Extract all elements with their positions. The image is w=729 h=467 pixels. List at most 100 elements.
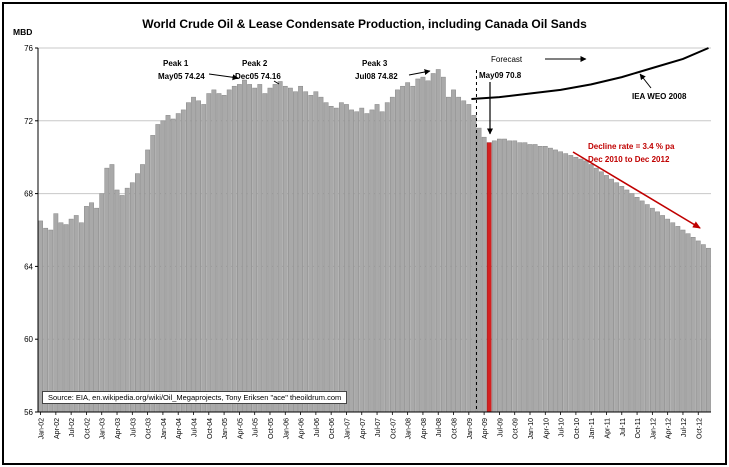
x-tick-label: Apr-04 [176, 418, 183, 439]
y-tick-label: 72 [24, 117, 33, 126]
bar [53, 213, 59, 413]
bar [655, 211, 660, 413]
bar [507, 140, 513, 413]
x-tick-label: Oct-04 [207, 418, 214, 439]
x-tick-label: Apr-02 [54, 418, 61, 439]
bar [277, 81, 283, 413]
peak1-label: Peak 1 [163, 59, 189, 68]
x-tick-label: Jul-06 [314, 418, 321, 437]
bar [695, 240, 701, 413]
bar [328, 105, 334, 413]
x-axis-labels: Jan-02 Apr-02 Jul-02 Oct-02 Jan-03 Apr-03 Jul-… [39, 412, 703, 440]
bar [124, 187, 130, 413]
bar [379, 111, 385, 413]
bar [262, 93, 268, 413]
bar [293, 91, 298, 413]
x-tick-label: Jul-05 [253, 418, 260, 437]
bar [405, 82, 411, 413]
bar [634, 196, 640, 413]
bar [43, 227, 49, 413]
bar [287, 87, 293, 413]
bar [389, 96, 395, 413]
bar [38, 220, 43, 413]
x-tick-label: Jul-08 [436, 418, 443, 437]
highlighted-bar-may09 [486, 142, 492, 413]
x-tick-label: Oct-08 [452, 418, 459, 439]
x-tick-label: Oct-06 [329, 418, 336, 439]
bar [649, 207, 655, 413]
bar [461, 100, 467, 413]
chart-title: World Crude Oil & Lease Condensate Produ… [142, 17, 587, 31]
x-tick-label: Jan-04 [161, 418, 168, 440]
bar [476, 127, 482, 413]
bar [175, 113, 181, 413]
bar [456, 96, 462, 413]
bar [201, 104, 207, 413]
bar [425, 80, 431, 413]
bar [226, 89, 232, 413]
x-tick-label: Apr-10 [543, 418, 550, 439]
y-tick-label: 64 [24, 262, 33, 271]
bar [364, 113, 370, 413]
bar [84, 206, 89, 413]
bar [573, 156, 579, 413]
bar [344, 104, 349, 413]
bar [282, 85, 288, 413]
peak2-pointer [273, 80, 280, 85]
bar [374, 104, 380, 413]
bar [247, 84, 252, 413]
bar [231, 85, 237, 413]
bar [502, 138, 507, 413]
y-tick-label: 56 [24, 408, 33, 417]
bar [89, 202, 94, 413]
y-tick-label: 68 [24, 190, 33, 199]
bar [114, 189, 120, 413]
bar [558, 151, 564, 413]
x-tick-label: Jan-02 [39, 418, 46, 440]
bar [206, 93, 212, 413]
bar [440, 76, 446, 413]
bar [298, 85, 303, 413]
x-tick-label: Apr-03 [115, 418, 122, 439]
x-tick-label: Oct-11 [635, 418, 642, 439]
x-tick-label: Oct-07 [390, 418, 397, 439]
bar [588, 164, 594, 413]
x-tick-label: Oct-09 [513, 418, 520, 439]
bar [211, 89, 217, 413]
x-tick-label: Oct-12 [696, 418, 703, 439]
bar [135, 173, 140, 413]
bar [236, 84, 242, 413]
x-tick-label: Jul-03 [130, 418, 137, 437]
x-tick-label: Oct-02 [84, 418, 91, 439]
bar [400, 85, 405, 413]
y-tick-label: 60 [24, 335, 33, 344]
bar [512, 140, 518, 413]
bar [68, 218, 74, 413]
bar [73, 215, 79, 413]
x-tick-label: Apr-07 [360, 418, 367, 439]
x-tick-label: Oct-03 [146, 418, 153, 439]
bar [323, 102, 329, 413]
x-tick-label: Apr-08 [421, 418, 428, 439]
bar [430, 73, 436, 413]
bar [119, 195, 125, 413]
bar [527, 144, 533, 413]
bar [94, 207, 100, 413]
bar [466, 104, 472, 413]
bar [318, 96, 324, 413]
x-tick-label: Jan-06 [283, 418, 290, 440]
bar [145, 149, 151, 413]
iea-weo-2008-line [471, 47, 709, 100]
x-tick-label: Jan-07 [344, 418, 351, 440]
bar [196, 100, 201, 413]
bar [491, 140, 497, 413]
bar [568, 155, 574, 413]
bar [553, 149, 558, 413]
bar [670, 222, 676, 413]
bar [435, 69, 441, 413]
bar [548, 147, 553, 413]
bar [578, 158, 584, 413]
bar [150, 135, 156, 413]
x-tick-label: Apr-09 [482, 418, 489, 439]
